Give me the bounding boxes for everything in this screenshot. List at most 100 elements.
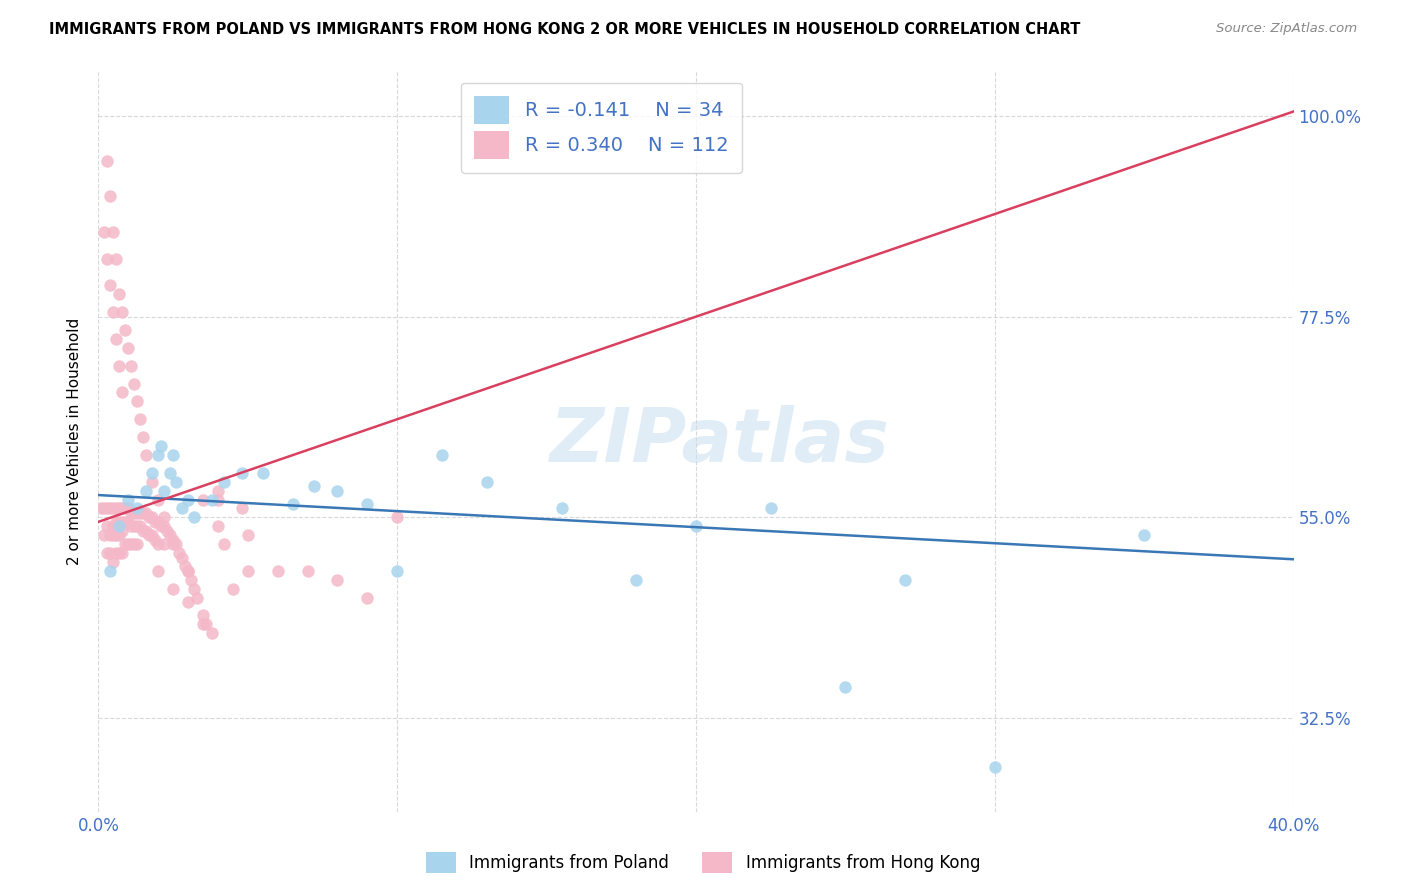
Point [124,506,146,520]
Point [96,153,118,168]
Y-axis label: 2 or more Vehicles in Household: 2 or more Vehicles in Household [67,318,83,566]
Point [177,564,200,578]
Point [148,448,170,462]
Point [385,564,409,578]
Point [127,394,149,409]
Point [132,506,155,520]
Point [172,501,194,516]
Point [108,359,131,373]
Point [153,510,176,524]
Point [207,492,229,507]
Point [165,537,187,551]
Point [326,483,349,498]
Point [105,252,128,266]
Text: IMMIGRANTS FROM POLAND VS IMMIGRANTS FROM HONG KONG 2 OR MORE VEHICLES IN HOUSEH: IMMIGRANTS FROM POLAND VS IMMIGRANTS FRO… [49,22,1081,37]
Point [302,479,325,493]
Point [201,492,224,507]
Point [98,546,122,560]
Point [191,608,214,623]
Point [127,501,149,516]
Point [231,501,253,516]
Point [103,519,125,533]
Point [135,524,157,538]
Point [132,430,155,444]
Point [894,573,917,587]
Point [141,528,163,542]
Point [231,466,253,480]
Point [98,189,122,203]
Point [159,466,181,480]
Point [105,528,128,542]
Point [326,573,349,587]
Point [156,524,179,538]
Point [212,537,235,551]
Point [1133,528,1156,542]
Point [114,323,136,337]
Point [127,519,149,533]
Point [191,617,214,632]
Point [834,680,856,694]
Point [195,617,218,632]
Point [162,582,184,596]
Point [117,537,139,551]
Point [127,506,149,520]
Point [138,528,160,542]
Point [177,595,200,609]
Point [105,546,128,560]
Point [98,564,122,578]
Point [162,448,184,462]
Point [96,501,118,516]
Point [207,519,229,533]
Point [117,341,139,355]
Point [143,533,166,547]
Point [117,492,139,507]
Point [141,510,163,524]
Point [267,564,290,578]
Point [143,515,166,529]
Point [108,519,131,533]
Point [385,510,409,524]
Point [153,537,176,551]
Point [165,475,187,489]
Point [162,533,184,547]
Point [96,546,118,560]
Point [186,591,208,605]
Point [117,501,139,516]
Point [111,546,134,560]
Point [103,555,125,569]
Point [281,497,304,511]
Point [108,501,131,516]
Point [222,582,245,596]
Point [174,559,197,574]
Point [111,524,134,538]
Point [135,506,157,520]
Point [114,537,136,551]
Point [172,550,194,565]
Point [105,501,128,516]
Point [180,573,202,587]
Point [108,287,131,301]
Point [550,501,572,516]
Point [129,519,152,533]
Point [183,582,205,596]
Point [103,305,125,319]
Point [117,515,139,529]
Legend: Immigrants from Poland, Immigrants from Hong Kong: Immigrants from Poland, Immigrants from … [419,846,987,880]
Point [90,501,112,516]
Point [626,573,648,587]
Point [129,506,152,520]
Point [103,225,125,239]
Point [114,501,136,516]
Point [93,528,115,542]
Point [124,537,146,551]
Point [120,519,142,533]
Legend: R = -0.141    N = 34, R = 0.340    N = 112: R = -0.141 N = 34, R = 0.340 N = 112 [461,83,742,172]
Point [201,626,224,640]
Point [98,501,122,516]
Point [108,515,131,529]
Point [148,492,170,507]
Point [297,564,319,578]
Point [105,332,128,346]
Point [111,501,134,516]
Point [120,359,142,373]
